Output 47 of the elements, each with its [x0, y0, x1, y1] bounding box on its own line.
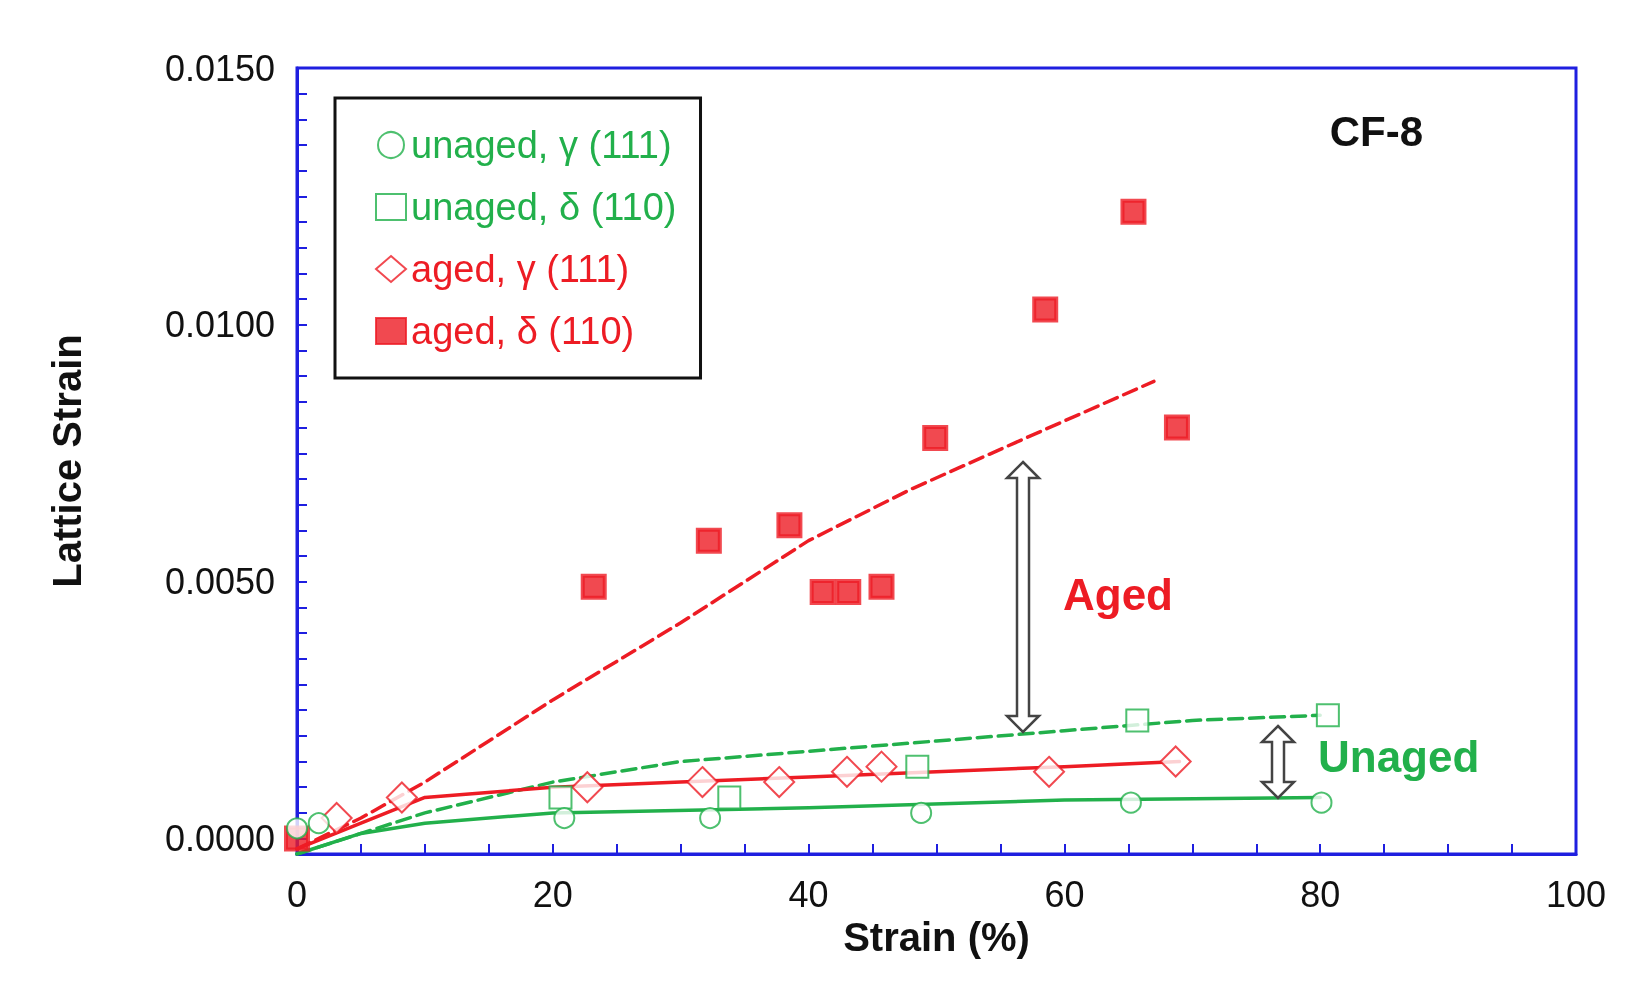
x-tick-label: 80	[1300, 873, 1341, 915]
legend-label: unaged, γ (111)	[411, 124, 672, 166]
x-tick-label: 100	[1545, 873, 1607, 915]
point	[695, 527, 722, 554]
legend-label: aged, δ (110)	[411, 310, 635, 352]
point	[865, 750, 898, 783]
x-tick-label: 60	[1044, 873, 1085, 915]
x-tick-label: 20	[532, 873, 573, 915]
point	[1032, 296, 1059, 323]
point	[1159, 745, 1192, 778]
annotation: Unaged	[1318, 731, 1480, 781]
point	[1033, 755, 1066, 788]
point	[548, 785, 573, 810]
point	[1163, 414, 1190, 441]
legend-label: unaged, δ (110)	[411, 186, 677, 228]
point	[385, 781, 418, 814]
point	[580, 573, 607, 600]
point	[868, 573, 895, 600]
y-axis-title: Lattice Strain	[45, 334, 89, 588]
point	[553, 807, 576, 830]
point	[1310, 791, 1333, 814]
point	[1119, 791, 1142, 814]
x-tick-label: 0	[286, 873, 308, 915]
y-tick-label: 0.0100	[164, 304, 275, 346]
legend-label: aged, γ (111)	[411, 248, 630, 290]
x-axis-title: Strain (%)	[843, 914, 1030, 959]
point	[1120, 198, 1147, 225]
point	[922, 424, 949, 451]
point	[830, 755, 863, 788]
point	[571, 771, 604, 804]
point	[717, 785, 742, 810]
annotation: CF-8	[1329, 107, 1424, 155]
point	[776, 512, 803, 539]
y-tick-label: 0.0000	[164, 818, 275, 860]
point	[809, 579, 836, 605]
point	[763, 766, 796, 799]
annotation: Aged	[1063, 569, 1173, 619]
y-tick-label: 0.0150	[164, 47, 275, 89]
point	[307, 812, 330, 835]
point	[905, 754, 930, 779]
y-tick-label: 0.0050	[164, 561, 275, 603]
x-tick-label: 40	[788, 873, 829, 915]
point	[286, 817, 308, 840]
point	[1315, 703, 1340, 728]
point	[1125, 708, 1150, 733]
point	[835, 579, 862, 605]
point	[686, 766, 719, 799]
